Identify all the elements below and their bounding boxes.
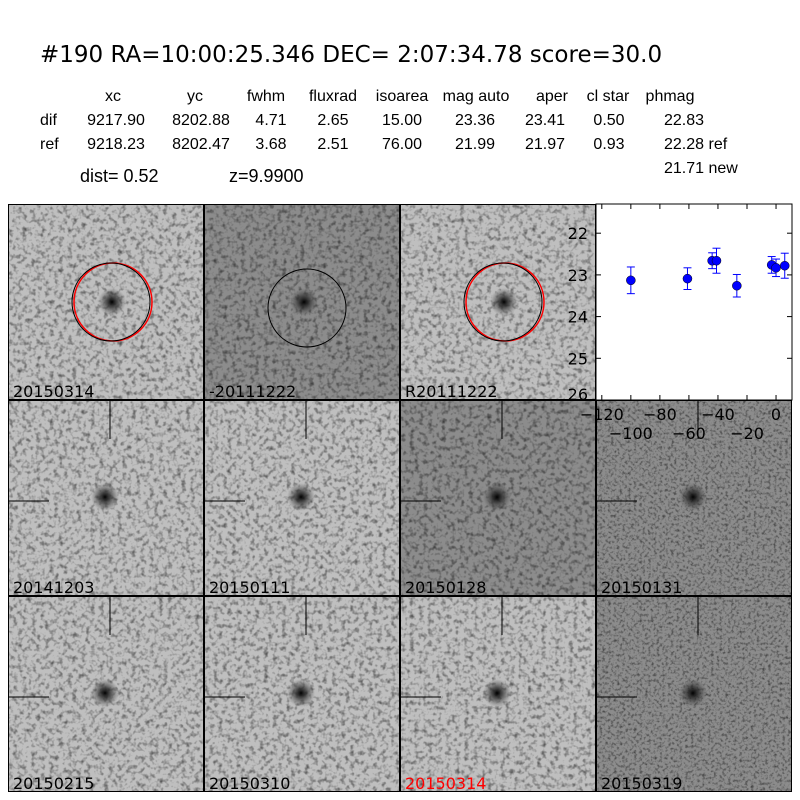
image-stamp[interactable]: 20150131: [596, 400, 792, 596]
x-tick-label: −120: [580, 405, 624, 424]
stamp-date-label: 20150314: [405, 774, 487, 792]
dist-value: dist= 0.52: [80, 166, 159, 186]
table-cell: 4.71: [255, 112, 287, 129]
stamp-date-label: R20111222: [405, 382, 498, 400]
table-cell: 0.93: [593, 136, 625, 153]
table-cell: 8202.47: [172, 136, 230, 153]
source-blob: [91, 483, 119, 511]
column-header: mag auto: [442, 88, 510, 105]
y-tick-label: 25: [568, 349, 588, 368]
image-stamp[interactable]: 20150310: [204, 596, 400, 792]
column-header: phmag: [645, 88, 695, 105]
source-blob: [679, 483, 707, 511]
column-header: isoarea: [375, 88, 429, 105]
data-point: [682, 273, 693, 284]
image-stamp[interactable]: 20150111: [204, 400, 400, 596]
x-tick-label: −80: [643, 405, 677, 424]
source-blob: [91, 679, 119, 707]
column-header: fluxrad: [308, 88, 358, 105]
black-aperture-circle: [267, 268, 347, 348]
table-cell: 21.97: [524, 136, 566, 153]
black-aperture-circle: [71, 262, 151, 342]
data-point: [711, 255, 722, 266]
column-header: yc: [187, 88, 203, 105]
data-point: [732, 280, 742, 291]
x-tick-label: 0: [771, 405, 781, 424]
x-tick-label: −60: [672, 424, 706, 443]
image-stamp[interactable]: 20150319: [596, 596, 792, 792]
stamp-date-label: 20150319: [601, 774, 683, 792]
table-cell: 2.65: [317, 112, 349, 129]
table-cell: 23.41: [524, 112, 566, 129]
table-cell: 8202.88: [172, 112, 230, 129]
x-tick-label: −100: [609, 424, 653, 443]
plot-area: [595, 203, 793, 401]
y-tick-label: 26: [568, 385, 588, 404]
light-curve-chart: 22 23 24 25 26 −120 −100 −80 −60 −40 −20 0: [568, 203, 800, 443]
black-aperture-circle: [463, 262, 543, 342]
stamp-date-label: 20150111: [209, 578, 291, 596]
column-header: xc: [105, 88, 121, 105]
image-stamp[interactable]: 20150215: [8, 596, 204, 792]
table-cell: 23.36: [454, 112, 496, 129]
data-point: [626, 275, 636, 286]
stamp-date-label: 20150310: [209, 774, 291, 792]
stamp-date-label: 20150215: [13, 774, 95, 792]
table-cell: 21.99: [454, 136, 496, 153]
row-label: dif: [40, 112, 57, 129]
y-tick-label: 23: [568, 266, 588, 285]
data-point: [771, 263, 781, 273]
phmag-new: 21.71 new: [664, 160, 738, 177]
image-stamp[interactable]: R20111222: [400, 204, 596, 400]
stamp-date-label: -20111222: [209, 382, 297, 400]
source-blob: [287, 483, 315, 511]
source-blob: [290, 288, 318, 316]
z-value: z=9.9900: [229, 166, 304, 186]
table-cell: 22.83: [664, 112, 705, 129]
source-blob: [483, 679, 511, 707]
image-stamp[interactable]: 20150314: [400, 596, 596, 792]
source-blob: [483, 483, 511, 511]
source-blob: [679, 679, 707, 707]
candidate-title: #190 RA=10:00:25.346 DEC= 2:07:34.78 sco…: [40, 42, 663, 68]
table-cell: 9218.23: [87, 136, 145, 153]
table-cell: 15.00: [381, 112, 423, 129]
source-blob: [287, 679, 315, 707]
x-tick-label: −20: [730, 424, 764, 443]
stamp-date-label: 20150128: [405, 578, 487, 596]
column-header: aper: [535, 88, 569, 105]
table-cell: 76.00: [381, 136, 423, 153]
image-stamp[interactable]: 20150314: [8, 204, 204, 400]
table-cell: 22.28 ref: [664, 136, 728, 153]
data-point: [779, 260, 790, 271]
column-header: fwhm: [246, 88, 286, 105]
x-tick-label: −40: [701, 405, 735, 424]
image-stamp[interactable]: -20111222: [204, 204, 400, 400]
source-blob: [490, 288, 518, 316]
table-cell: 0.50: [593, 112, 625, 129]
table-cell: 3.68: [255, 136, 287, 153]
source-blob: [98, 288, 126, 316]
table-cell: 2.51: [317, 136, 349, 153]
stamp-date-label: 20141203: [13, 578, 95, 596]
row-label: ref: [40, 136, 59, 153]
y-tick-label: 24: [568, 308, 588, 327]
table-cell: 9217.90: [87, 112, 145, 129]
image-stamp[interactable]: 20141203: [8, 400, 204, 596]
stamp-date-label: 20150314: [13, 382, 95, 400]
column-header: cl star: [586, 88, 630, 105]
image-stamp[interactable]: 20150128: [400, 400, 596, 596]
stamp-date-label: 20150131: [601, 578, 683, 596]
y-tick-label: 22: [568, 224, 588, 243]
